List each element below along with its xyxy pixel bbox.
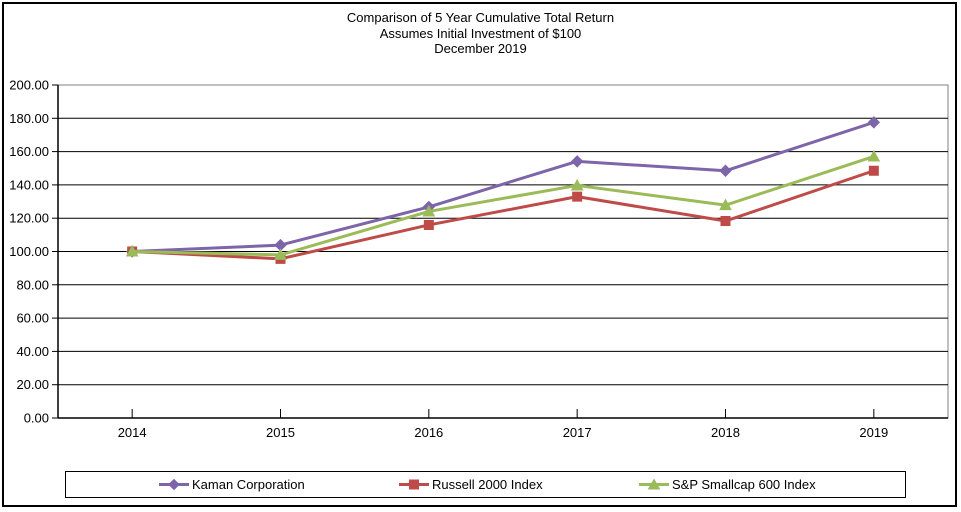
x-axis-label: 2014 (118, 425, 147, 440)
y-axis-label: 20.00 (16, 377, 49, 392)
series-russell-2000-index-marker (868, 165, 879, 176)
y-axis-label: 120.00 (9, 211, 49, 226)
x-axis-label: 2019 (859, 425, 888, 440)
series-s-p-smallcap-600-index-marker (570, 178, 584, 191)
y-axis-label: 100.00 (9, 244, 49, 259)
series-s-p-smallcap-600-index-marker (719, 198, 732, 211)
sp-smallcap-line-marker-icon (639, 478, 669, 490)
y-axis-label: 80.00 (16, 277, 49, 292)
kaman-line-marker-icon (159, 478, 189, 491)
russell-line-marker-icon (399, 479, 429, 490)
chart-title-line3: December 2019 (434, 41, 527, 56)
y-axis-label: 160.00 (9, 144, 49, 159)
legend-diamond-marker-icon (168, 478, 180, 491)
legend-triangle-marker-icon (647, 478, 661, 490)
series-s-p-smallcap-600-index-marker (867, 149, 881, 162)
series-russell-2000-index-marker (572, 191, 583, 202)
series-line-kaman-corporation (132, 120, 875, 253)
series-kaman-corporation-marker (719, 164, 732, 177)
series-s-p-smallcap-600-index-marker (274, 248, 287, 260)
legend-entry-sp-smallcap-600-index: S&P Smallcap 600 Index (639, 472, 816, 497)
x-axis-label: 2016 (414, 425, 443, 440)
series-s-p-smallcap-600-index-marker (125, 244, 139, 257)
series-kaman-corporation-marker (867, 116, 881, 129)
y-axis-label: 180.00 (9, 111, 49, 126)
series-russell-2000-index-marker (720, 216, 731, 227)
legend-entry-russell-2000-index: Russell 2000 Index (399, 472, 543, 497)
y-axis-label: 140.00 (9, 177, 49, 192)
y-axis-label: 200.00 (9, 78, 49, 93)
series-line-russell-2000-index (132, 169, 875, 261)
legend-label: Kaman Corporation (192, 477, 305, 492)
y-axis-label: 60.00 (16, 311, 49, 326)
y-axis-label: 0.00 (24, 411, 49, 426)
series-russell-2000-index-marker (423, 219, 434, 230)
series-line-s-p-smallcap-600-index (132, 155, 875, 257)
x-axis-label: 2015 (266, 425, 295, 440)
series-kaman-corporation-marker (570, 155, 584, 168)
legend-entry-kaman-corporation: Kaman Corporation (159, 472, 305, 497)
legend-label: S&P Smallcap 600 Index (672, 477, 816, 492)
x-axis-label: 2017 (563, 425, 592, 440)
legend-square-marker-icon (409, 479, 419, 490)
chart-title-block: Comparison of 5 Year Cumulative Total Re… (0, 10, 961, 57)
y-axis-label: 40.00 (16, 344, 49, 359)
series-s-p-smallcap-600-index-marker (422, 204, 436, 217)
chart-title-line1: Comparison of 5 Year Cumulative Total Re… (346, 10, 615, 25)
x-axis-label: 2018 (711, 425, 740, 440)
legend-label: Russell 2000 Index (432, 477, 543, 492)
chart-legend: Kaman Corporation Russell 2000 Index S&P… (65, 471, 906, 498)
chart-title-line2: Assumes Initial Investment of $100 (379, 25, 582, 41)
